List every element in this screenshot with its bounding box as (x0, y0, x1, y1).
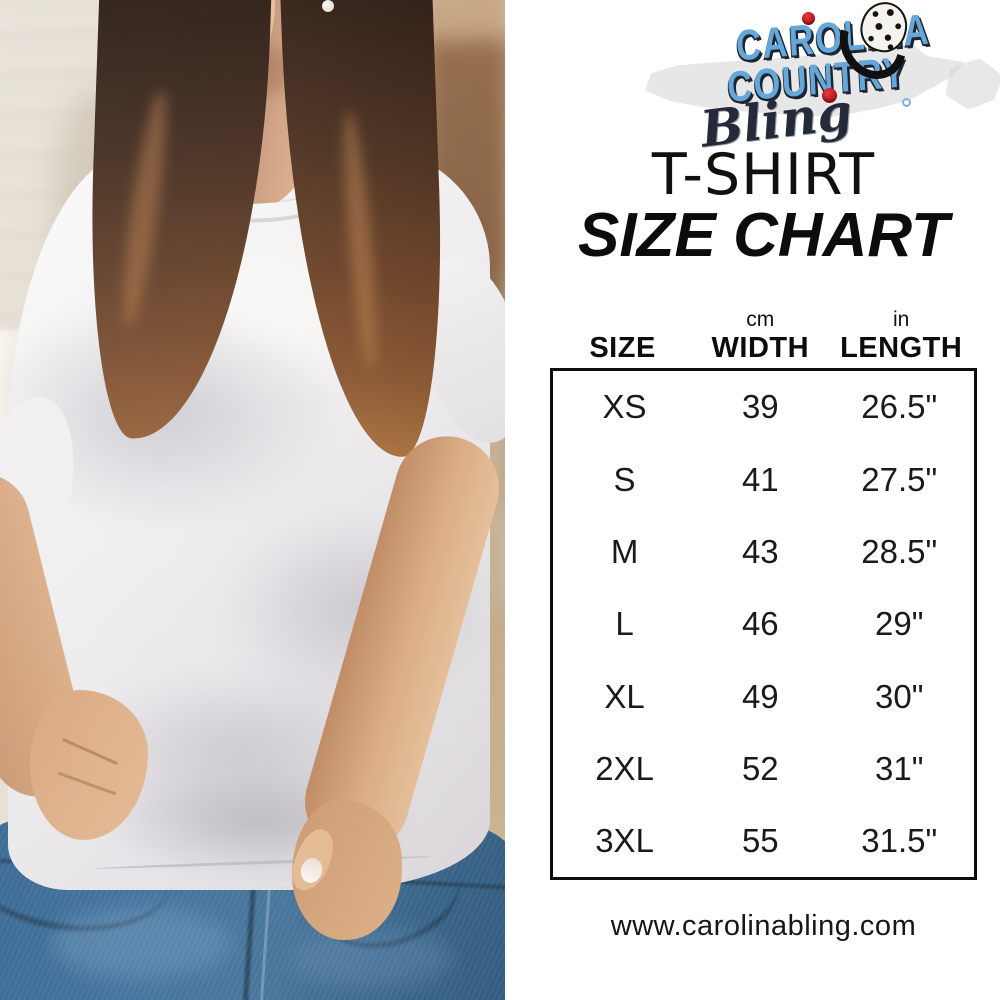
width-cell: 49 (741, 677, 779, 715)
size-cell: 2XL (595, 749, 654, 787)
width-cell: 41 (741, 460, 779, 498)
leopard-cowboy-hat-icon (827, 0, 919, 91)
unit-cm: cm (746, 308, 775, 332)
size-cell: 3XL (595, 822, 654, 860)
finger-crease (61, 737, 119, 766)
table-row: L 46 29" (553, 588, 974, 660)
table-row: 3XL 55 31.5" (553, 805, 974, 877)
length-cell: 28.5" (861, 532, 938, 570)
title-size-chart: SIZE CHART (578, 201, 949, 271)
length-cell: 30" (875, 677, 924, 715)
width-cell: 46 (741, 605, 779, 643)
pearl-earring (322, 0, 334, 12)
page-title: T-SHIRT SIZE CHART (550, 142, 977, 271)
table-row: 2XL 52 31" (553, 733, 974, 805)
table-row: XS 39 26.5" (553, 371, 974, 443)
size-cell: S (613, 460, 636, 498)
left-hand-in-pocket (30, 690, 148, 840)
table-row: S 41 27.5" (553, 444, 974, 516)
unit-in: in (893, 308, 910, 332)
title-tshirt: T-SHIRT (651, 142, 876, 208)
width-cell: 52 (741, 749, 779, 787)
denim-highlight (52, 908, 232, 978)
col-label-length: LENGTH (840, 332, 963, 365)
col-label-size: SIZE (589, 332, 656, 365)
header-col-length: in LENGTH (825, 307, 977, 365)
jeans-fly-stitch (259, 884, 272, 1000)
ladybug-icon (802, 12, 815, 25)
model-photo (0, 0, 505, 1000)
col-label-width: WIDTH (711, 332, 810, 365)
size-chart-table: XS 39 26.5" S 41 27.5" M 43 28.5" L 46 (550, 368, 977, 881)
header-col-width: cm WIDTH (695, 307, 825, 365)
size-cell: M (610, 532, 639, 570)
website-url: www.carolinabling.com (610, 910, 917, 943)
width-cell: 43 (741, 532, 779, 570)
length-cell: 31.5" (861, 822, 938, 860)
width-cell: 39 (741, 388, 779, 426)
header-col-size: SIZE (550, 307, 695, 365)
finger-crease (57, 771, 117, 796)
size-cell: XL (604, 677, 645, 715)
table-row: XL 49 30" (553, 660, 974, 732)
jeans-fly (242, 877, 257, 1000)
size-chart-header: SIZE cm WIDTH in LENGTH (550, 307, 977, 365)
size-chart-panel: CAROLINA COUNTRY Bling T-SHIRT SIZE CHAR… (505, 0, 1000, 1000)
width-cell: 55 (741, 822, 779, 860)
size-cell: L (615, 605, 634, 643)
hair-highlight (337, 109, 383, 371)
brand-logo: CAROLINA COUNTRY Bling (550, 0, 1000, 159)
table-row: M 43 28.5" (553, 516, 974, 588)
denim-highlight (292, 928, 452, 988)
length-cell: 27.5" (861, 460, 938, 498)
length-cell: 29" (875, 605, 924, 643)
length-cell: 31" (875, 749, 924, 787)
length-cell: 26.5" (861, 388, 938, 426)
size-cell: XS (602, 388, 647, 426)
ladybug-icon (822, 88, 837, 103)
hair-highlight (115, 88, 175, 330)
registered-mark (902, 98, 911, 107)
